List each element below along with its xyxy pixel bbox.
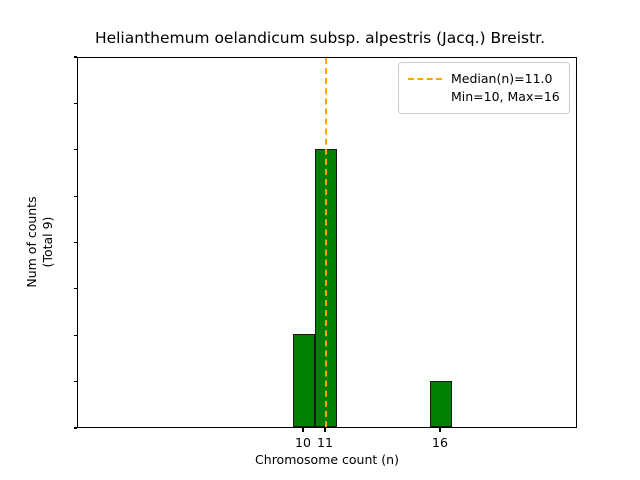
y-axis-label-group: Num of counts (Total 9)	[24, 42, 56, 442]
ytick-mark	[73, 381, 78, 383]
xtick-label: 11	[317, 435, 333, 450]
legend-entry-minmax: Min=10, Max=16	[408, 88, 560, 106]
ytick-mark	[73, 241, 78, 244]
legend-entry-median: Median(n)=11.0	[408, 70, 560, 88]
dashed-line-icon	[408, 70, 442, 88]
bar-16	[430, 380, 452, 427]
median-line	[325, 58, 327, 427]
y-axis-label: Num of counts	[24, 196, 39, 288]
ytick-mark	[73, 334, 78, 336]
ytick-mark	[73, 195, 78, 197]
plot-area	[77, 57, 577, 428]
xtick-mark	[302, 428, 304, 432]
xtick-label: 10	[295, 435, 311, 450]
chart-title: Helianthemum oelandicum subsp. alpestris…	[94, 29, 546, 47]
xtick-mark	[439, 428, 441, 432]
blank-swatch-icon	[408, 88, 442, 106]
ytick-mark	[73, 427, 78, 429]
legend-label: Min=10, Max=16	[451, 89, 560, 104]
ytick-mark	[73, 149, 78, 151]
ytick-mark	[73, 56, 78, 58]
legend: Median(n)=11.0 Min=10, Max=16	[398, 62, 570, 114]
y-axis-total-label: (Total 9)	[40, 216, 55, 268]
legend-label: Median(n)=11.0	[451, 71, 553, 86]
ytick-mark	[73, 102, 78, 104]
bar-10	[293, 334, 315, 427]
xtick-mark	[324, 428, 326, 432]
ytick-mark	[73, 288, 78, 290]
xtick-label: 16	[432, 435, 448, 450]
x-axis-label: Chromosome count (n)	[255, 452, 399, 467]
